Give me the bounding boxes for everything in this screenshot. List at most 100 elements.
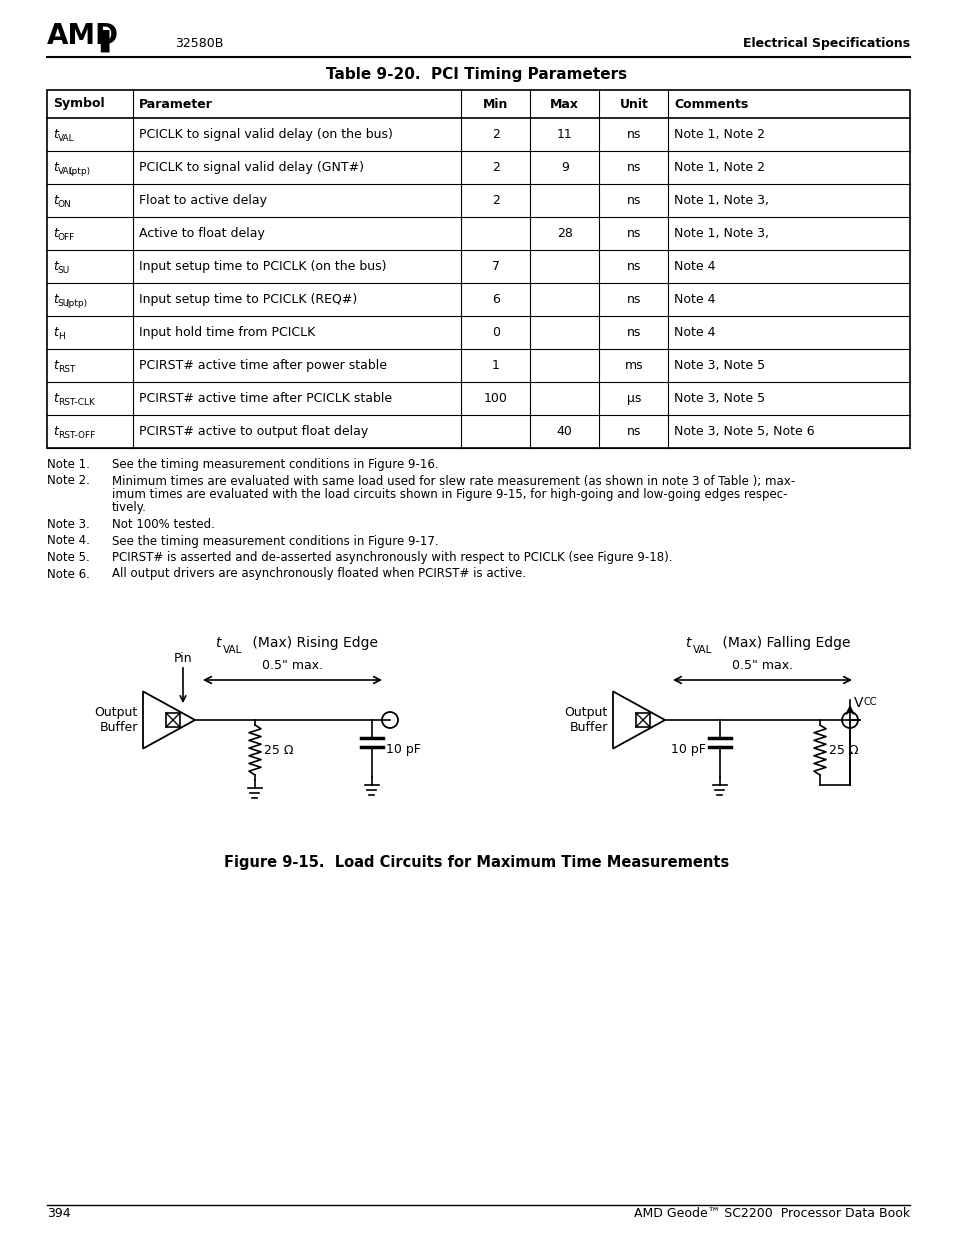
Text: (Max) Falling Edge: (Max) Falling Edge: [718, 636, 850, 650]
Text: t: t: [53, 161, 58, 174]
Text: ns: ns: [626, 128, 640, 141]
Text: VAL: VAL: [223, 645, 242, 655]
Text: SU: SU: [57, 266, 70, 274]
Text: RST-OFF: RST-OFF: [57, 431, 95, 440]
Text: Input hold time from PCICLK: Input hold time from PCICLK: [139, 326, 315, 338]
Text: Minimum times are evaluated with same load used for slew rate measurement (as sh: Minimum times are evaluated with same lo…: [112, 474, 794, 488]
Text: Output
Buffer: Output Buffer: [94, 706, 138, 734]
Text: See the timing measurement conditions in Figure 9-16.: See the timing measurement conditions in…: [112, 458, 438, 471]
Text: ns: ns: [626, 194, 640, 207]
Text: t: t: [53, 391, 58, 405]
Text: ns: ns: [626, 326, 640, 338]
Text: ns: ns: [626, 425, 640, 438]
Text: PCICLK to signal valid delay (GNT#): PCICLK to signal valid delay (GNT#): [139, 161, 364, 174]
Text: 0.5" max.: 0.5" max.: [731, 659, 792, 672]
Text: Figure 9-15.  Load Circuits for Maximum Time Measurements: Figure 9-15. Load Circuits for Maximum T…: [224, 855, 729, 869]
Text: SU: SU: [57, 299, 70, 308]
Text: 2: 2: [492, 161, 499, 174]
Text: Comments: Comments: [674, 98, 748, 110]
Text: VAL: VAL: [57, 133, 74, 142]
Text: PCIRST# is asserted and de-asserted asynchronously with respect to PCICLK (see F: PCIRST# is asserted and de-asserted asyn…: [112, 551, 672, 564]
Text: 394: 394: [47, 1207, 71, 1220]
Text: Note 3, Note 5, Note 6: Note 3, Note 5, Note 6: [674, 425, 814, 438]
Text: 25 Ω: 25 Ω: [264, 743, 294, 757]
Text: Note 1, Note 2: Note 1, Note 2: [674, 128, 764, 141]
Text: H: H: [57, 332, 65, 341]
Text: t: t: [53, 194, 58, 207]
Text: Min: Min: [482, 98, 508, 110]
Text: Pin: Pin: [173, 652, 193, 664]
Text: Input setup time to PCICLK (REQ#): Input setup time to PCICLK (REQ#): [139, 293, 357, 306]
Text: t: t: [214, 636, 220, 650]
Text: Symbol: Symbol: [53, 98, 105, 110]
Text: (ptp): (ptp): [69, 167, 91, 175]
Text: CC: CC: [863, 697, 877, 706]
Text: Note 3, Note 5: Note 3, Note 5: [674, 391, 764, 405]
Text: Table 9-20.  PCI Timing Parameters: Table 9-20. PCI Timing Parameters: [326, 67, 627, 82]
Text: Note 4.: Note 4.: [47, 535, 90, 547]
Text: OFF: OFF: [57, 232, 75, 242]
Text: Note 3.: Note 3.: [47, 517, 90, 531]
Text: Note 1, Note 3,: Note 1, Note 3,: [674, 194, 768, 207]
Text: t: t: [53, 359, 58, 372]
Text: AMD Geode™ SC2200  Processor Data Book: AMD Geode™ SC2200 Processor Data Book: [633, 1207, 909, 1220]
Text: 40: 40: [557, 425, 572, 438]
Text: 32580B: 32580B: [174, 37, 223, 49]
Text: t: t: [53, 261, 58, 273]
Text: Note 2.: Note 2.: [47, 474, 90, 488]
Text: See the timing measurement conditions in Figure 9-17.: See the timing measurement conditions in…: [112, 535, 438, 547]
Text: RST: RST: [57, 364, 75, 374]
Text: 10 pF: 10 pF: [386, 743, 420, 757]
Text: Unit: Unit: [618, 98, 648, 110]
Text: Note 4: Note 4: [674, 326, 715, 338]
Text: 28: 28: [557, 227, 572, 240]
Text: ns: ns: [626, 293, 640, 306]
Text: t: t: [53, 128, 58, 141]
Text: ▌: ▌: [100, 30, 117, 52]
Text: RST-CLK: RST-CLK: [57, 398, 94, 406]
Text: Parameter: Parameter: [139, 98, 213, 110]
Text: Output
Buffer: Output Buffer: [564, 706, 607, 734]
Text: Max: Max: [550, 98, 578, 110]
Text: t: t: [53, 326, 58, 338]
Text: Electrical Specifications: Electrical Specifications: [742, 37, 909, 49]
Text: t: t: [53, 425, 58, 438]
Text: ON: ON: [57, 200, 71, 209]
Text: 0.5" max.: 0.5" max.: [262, 659, 323, 672]
Text: imum times are evaluated with the load circuits shown in Figure 9-15, for high-g: imum times are evaluated with the load c…: [112, 488, 786, 501]
Text: ns: ns: [626, 227, 640, 240]
Text: PCIRST# active to output float delay: PCIRST# active to output float delay: [139, 425, 368, 438]
Text: (ptp): (ptp): [65, 299, 87, 308]
Text: PCIRST# active time after PCICLK stable: PCIRST# active time after PCICLK stable: [139, 391, 392, 405]
Text: 2: 2: [492, 194, 499, 207]
Text: V: V: [853, 697, 862, 710]
Text: 1: 1: [492, 359, 499, 372]
Text: Float to active delay: Float to active delay: [139, 194, 267, 207]
Text: μs: μs: [626, 391, 640, 405]
Text: Note 6.: Note 6.: [47, 568, 90, 580]
Text: 100: 100: [483, 391, 507, 405]
Text: Note 3, Note 5: Note 3, Note 5: [674, 359, 764, 372]
Text: Active to float delay: Active to float delay: [139, 227, 265, 240]
Bar: [166, 713, 180, 727]
Text: Note 5.: Note 5.: [47, 551, 90, 564]
Text: (Max) Rising Edge: (Max) Rising Edge: [248, 636, 377, 650]
Text: ns: ns: [626, 161, 640, 174]
Bar: [636, 713, 649, 727]
Text: ns: ns: [626, 261, 640, 273]
Text: 2: 2: [492, 128, 499, 141]
Text: 25 Ω: 25 Ω: [828, 743, 858, 757]
Text: ms: ms: [624, 359, 642, 372]
Text: Note 1, Note 3,: Note 1, Note 3,: [674, 227, 768, 240]
Text: t: t: [53, 227, 58, 240]
Text: t: t: [684, 636, 690, 650]
Text: tively.: tively.: [112, 501, 147, 515]
Text: PCIRST# active time after power stable: PCIRST# active time after power stable: [139, 359, 387, 372]
Text: 11: 11: [557, 128, 572, 141]
Text: Note 1, Note 2: Note 1, Note 2: [674, 161, 764, 174]
Text: Note 4: Note 4: [674, 261, 715, 273]
Text: Input setup time to PCICLK (on the bus): Input setup time to PCICLK (on the bus): [139, 261, 386, 273]
Text: AMD: AMD: [47, 22, 119, 49]
Bar: [47, 90, 909, 448]
Text: PCICLK to signal valid delay (on the bus): PCICLK to signal valid delay (on the bus…: [139, 128, 393, 141]
